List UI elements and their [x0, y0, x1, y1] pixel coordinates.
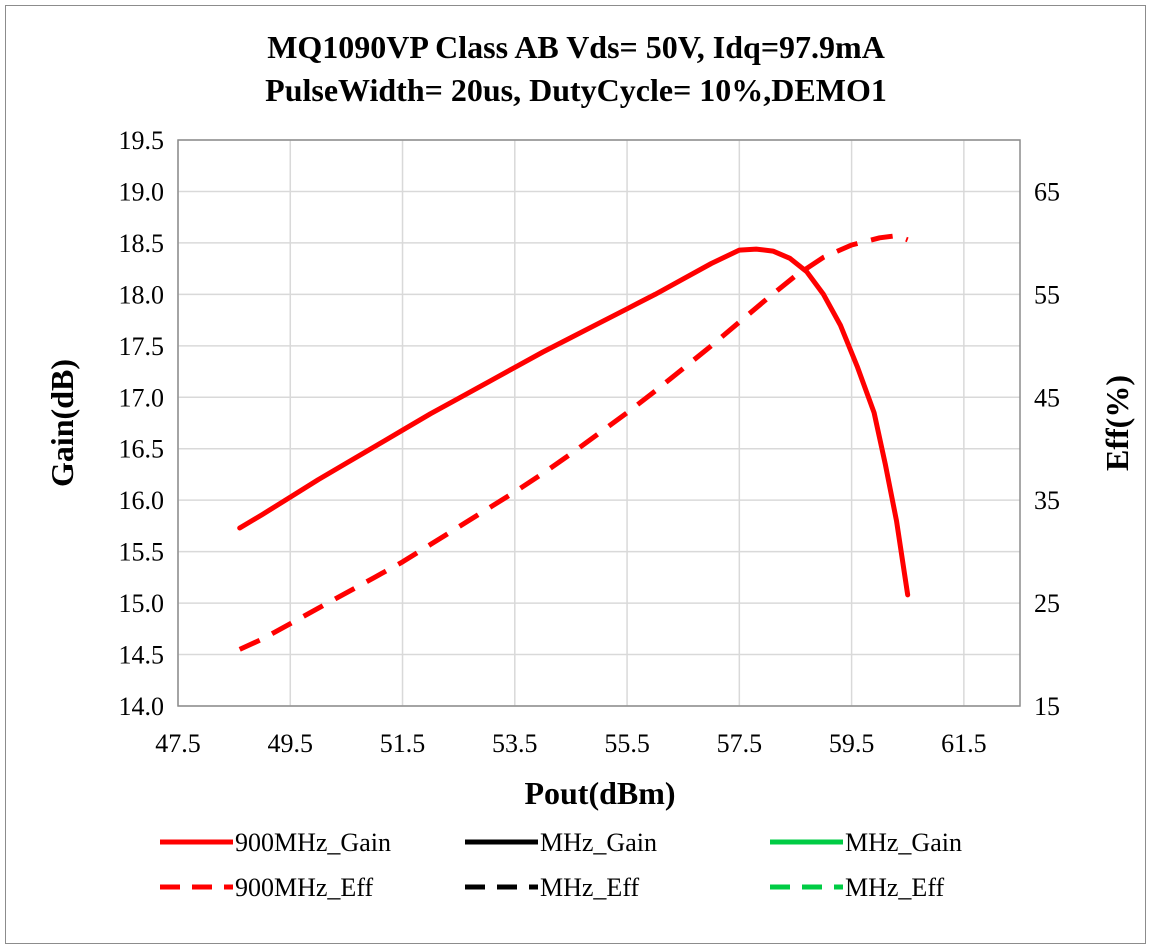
x-tick-label: 51.5 — [380, 729, 426, 758]
x-tick-label: 47.5 — [155, 729, 201, 758]
x-axis-ticks: 47.5 49.5 51.5 53.5 55.5 57.5 59.5 61.5 — [155, 729, 986, 758]
y2-tick-label: 45 — [1034, 383, 1060, 412]
y-tick-label: 18.0 — [119, 280, 165, 309]
legend: 900MHz_Gain MHz_Gain MHz_Gain 900MHz_Eff MHz… — [160, 828, 962, 902]
y-tick-label: 14.0 — [119, 692, 165, 721]
x-tick-label: 57.5 — [717, 729, 763, 758]
x-axis-title: Pout(dBm) — [524, 775, 675, 811]
y2-axis-title: Eff(%) — [1099, 375, 1135, 471]
y-axis-title: Gain(dB) — [44, 359, 80, 487]
y2-tick-label: 25 — [1034, 589, 1060, 618]
plot-area-border — [177, 139, 1021, 707]
y2-axis-ticks: 15 25 35 45 55 65 — [1034, 177, 1060, 721]
y-tick-label: 19.0 — [119, 177, 165, 206]
chart-title-line2: PulseWidth= 20us, DutyCycle= 10%,DEMO1 — [265, 72, 887, 108]
y2-tick-label: 15 — [1034, 692, 1060, 721]
legend-label: MHz_Eff — [845, 873, 945, 902]
x-tick-label: 59.5 — [829, 729, 875, 758]
y-tick-label: 18.5 — [119, 229, 165, 258]
series-line-900mhz-gain — [237, 246, 911, 598]
legend-label: MHz_Gain — [845, 828, 962, 857]
x-tick-label: 49.5 — [268, 729, 314, 758]
series-line-900mhz-eff — [238, 233, 909, 652]
y-tick-label: 16.5 — [119, 435, 165, 464]
legend-label: 900MHz_Gain — [235, 828, 391, 857]
y-tick-label: 15.5 — [119, 538, 165, 567]
y-tick-label: 16.0 — [119, 486, 165, 515]
legend-label: 900MHz_Eff — [235, 873, 374, 902]
y-tick-label: 15.0 — [119, 589, 165, 618]
y2-tick-label: 55 — [1034, 280, 1060, 309]
y-tick-label: 17.5 — [119, 332, 165, 361]
x-tick-label: 53.5 — [492, 729, 538, 758]
x-tick-label: 55.5 — [604, 729, 650, 758]
x-tick-label: 61.5 — [941, 729, 987, 758]
legend-label: MHz_Gain — [540, 828, 657, 857]
series-layer — [237, 233, 911, 652]
chart-title-line1: MQ1090VP Class AB Vds= 50V, Idq=97.9mA — [267, 29, 885, 65]
legend-label: MHz_Eff — [540, 873, 640, 902]
chart-frame — [5, 5, 1146, 944]
y-tick-label: 17.0 — [119, 383, 165, 412]
grid — [177, 139, 1020, 707]
y2-tick-label: 65 — [1034, 177, 1060, 206]
y-tick-label: 19.5 — [119, 126, 165, 155]
y2-tick-label: 35 — [1034, 486, 1060, 515]
y-axis-ticks: 14.0 14.5 15.0 15.5 16.0 16.5 17.0 17.5 18.0 18.5… — [119, 126, 165, 721]
y-tick-label: 14.5 — [119, 641, 165, 670]
